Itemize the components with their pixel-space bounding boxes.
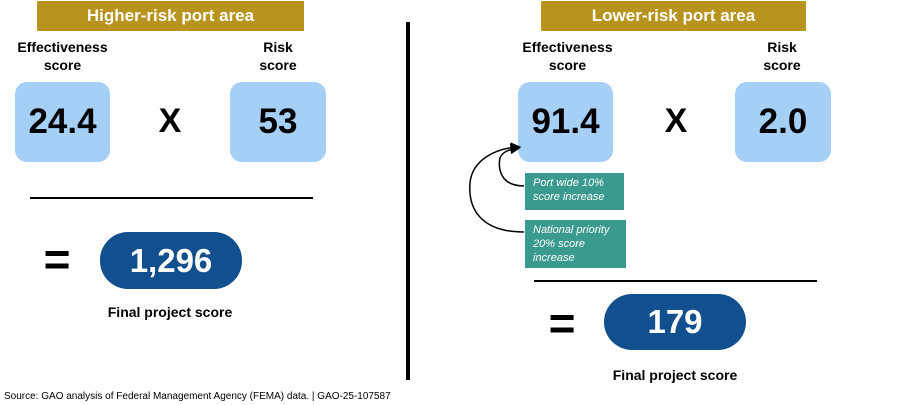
left-risk-label: Risk score — [228, 38, 328, 74]
left-final-score-pill: 1,296 — [100, 232, 242, 289]
port-wide-increase-box: Port wide 10% score increase — [525, 173, 624, 210]
right-effectiveness-value: 91.4 — [531, 102, 600, 141]
left-risk-label-line1: Risk — [263, 39, 293, 55]
left-multiply-operator: X — [158, 102, 182, 140]
left-risk-score-box: 53 — [230, 82, 326, 162]
right-risk-value: 2.0 — [758, 102, 808, 141]
right-equals-sign: = — [548, 297, 576, 349]
left-effectiveness-score-box: 24.4 — [15, 82, 110, 162]
left-final-value: 1,296 — [129, 241, 213, 279]
left-banner: Higher-risk port area — [37, 1, 304, 31]
right-effectiveness-label-line1: Effectiveness — [522, 39, 613, 55]
right-final-label: Final project score — [612, 367, 738, 383]
left-risk-label-line2: score — [259, 57, 297, 73]
right-risk-label-line2: score — [763, 57, 801, 73]
left-effectiveness-value: 24.4 — [28, 102, 97, 141]
right-final-value: 179 — [647, 303, 703, 340]
left-effectiveness-label: Effectiveness score — [0, 38, 125, 74]
right-effectiveness-label: Effectiveness score — [505, 38, 630, 74]
left-effectiveness-label-line1: Effectiveness — [17, 39, 108, 55]
outer-curved-arrow — [469, 142, 525, 233]
right-multiply-operator: X — [664, 102, 688, 140]
national-priority-increase-line3: increase — [533, 252, 575, 264]
left-divider-rule — [30, 197, 313, 199]
national-priority-increase-line2: 20% score — [533, 238, 585, 250]
right-divider-rule — [534, 280, 817, 282]
right-risk-label-line1: Risk — [767, 39, 797, 55]
source-note: Source: GAO analysis of Federal Manageme… — [4, 391, 391, 402]
national-priority-increase-line1: National priority — [533, 224, 610, 236]
panel-divider — [406, 22, 410, 380]
left-equals-sign: = — [43, 233, 71, 285]
right-effectiveness-score-box: 91.4 — [518, 82, 613, 162]
port-wide-increase-line2: score increase — [533, 191, 605, 203]
right-final-score-pill: 179 — [604, 294, 746, 350]
left-final-label: Final project score — [107, 304, 233, 320]
right-effectiveness-label-line2: score — [548, 57, 587, 73]
right-risk-label: Risk score — [732, 38, 832, 74]
left-effectiveness-label-line2: score — [43, 57, 82, 73]
national-priority-increase-box: National priority 20% score increase — [525, 220, 626, 268]
left-risk-value: 53 — [258, 102, 298, 141]
increase-arrows — [469, 142, 525, 233]
right-banner: Lower-risk port area — [541, 1, 806, 31]
inner-curved-arrow — [498, 143, 525, 187]
port-wide-increase-line1: Port wide 10% — [533, 177, 604, 189]
right-risk-score-box: 2.0 — [735, 82, 831, 162]
